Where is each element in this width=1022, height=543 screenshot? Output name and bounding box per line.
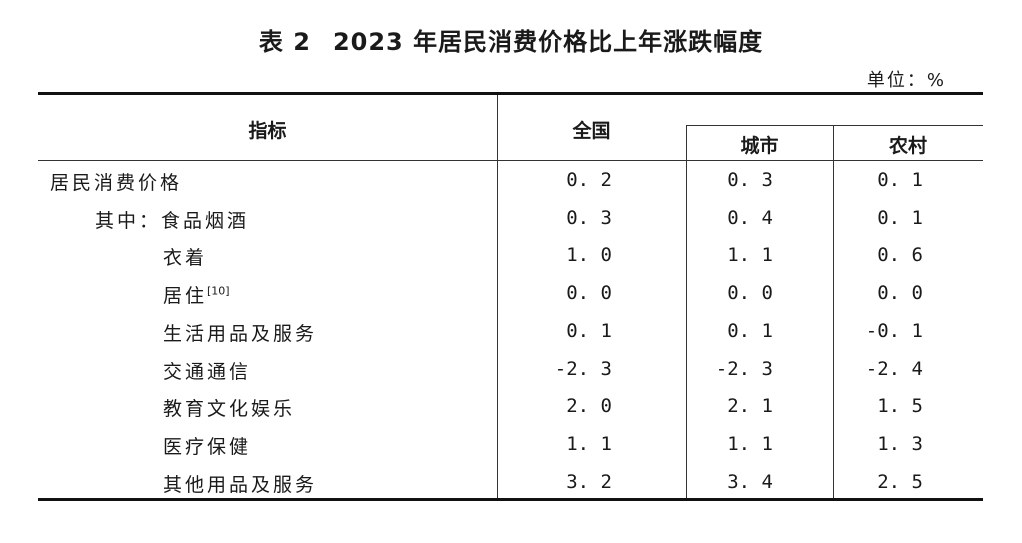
- column-divider: [686, 125, 687, 498]
- unit-label: 单位：%: [866, 70, 946, 91]
- table-title: 表 2 2023 年居民消费价格比上年涨跌幅度: [0, 22, 1022, 57]
- table-row: 其中：食品烟酒 0. 3 0. 4 0. 1: [38, 199, 983, 237]
- value-national: 0. 0: [566, 282, 612, 305]
- table-row: 医疗保健 1. 1 1. 1 1. 3: [38, 425, 983, 463]
- value-national: 0. 3: [566, 206, 612, 229]
- subheader-rule: [686, 125, 983, 126]
- value-national: 3. 2: [566, 470, 612, 493]
- value-urban: 0. 1: [727, 319, 773, 342]
- value-urban: 1. 1: [727, 244, 773, 267]
- value-national: 0. 2: [566, 169, 612, 191]
- row-label-text: 衣着: [163, 247, 208, 270]
- row-label: 居民消费价格: [50, 168, 182, 195]
- value-rural: 2. 5: [877, 470, 923, 493]
- row-label: 其他用品及服务: [163, 470, 317, 497]
- row-label-text: 其他用品及服务: [163, 473, 318, 496]
- value-urban: 1. 1: [727, 432, 773, 455]
- row-label: 居住[10]: [163, 281, 230, 308]
- value-rural: 0. 1: [877, 206, 923, 229]
- table-row: 教育文化娱乐 2. 0 2. 1 1. 5: [38, 387, 983, 425]
- value-rural: 1. 3: [877, 432, 923, 455]
- table-row: 生活用品及服务 0. 1 0. 1 -0. 1: [38, 312, 983, 350]
- value-rural: 1. 5: [877, 395, 923, 418]
- table-row: 居住[10] 0. 0 0. 0 0. 0: [38, 274, 983, 312]
- table-row: 其他用品及服务 3. 2 3. 4 2. 5: [38, 463, 983, 501]
- header-indicator: 指标: [248, 120, 287, 142]
- row-label: 衣着: [163, 243, 207, 270]
- value-urban: 2. 1: [727, 395, 773, 418]
- value-urban: 0. 3: [727, 169, 773, 191]
- value-rural: -0. 1: [865, 319, 923, 342]
- row-label: 其中：食品烟酒: [95, 206, 249, 233]
- header-rule: [38, 160, 983, 161]
- column-divider: [497, 95, 498, 498]
- row-label-text: 居民消费价格: [50, 172, 183, 194]
- row-label-text: 居住: [163, 285, 208, 308]
- table-row: 交通通信 -2. 3 -2. 3 -2. 4: [38, 350, 983, 388]
- row-label-text: 教育文化娱乐: [163, 398, 296, 421]
- value-rural: -2. 4: [865, 357, 923, 380]
- header-urban: 城市: [740, 135, 779, 157]
- table-row: 居民消费价格 0. 2 0. 3 0. 1: [38, 161, 983, 199]
- footnote-ref: [10]: [207, 284, 230, 298]
- value-urban: 0. 4: [727, 206, 773, 229]
- value-urban: 0. 0: [727, 282, 773, 305]
- table-number: 表 2: [258, 28, 311, 56]
- value-urban: -2. 3: [715, 357, 773, 380]
- value-rural: 0. 0: [877, 282, 923, 305]
- row-label-text: 食品烟酒: [161, 209, 250, 232]
- row-label-text: 交通通信: [163, 360, 252, 383]
- column-divider: [833, 125, 834, 498]
- value-national: -2. 3: [554, 357, 612, 380]
- value-national: 2. 0: [566, 395, 612, 418]
- row-label: 生活用品及服务: [163, 319, 317, 346]
- value-rural: 0. 1: [877, 169, 923, 191]
- table-bottom-rule: [38, 498, 983, 501]
- value-urban: 3. 4: [727, 470, 773, 493]
- row-label: 医疗保健: [163, 432, 251, 459]
- table-title-text: 2023 年居民消费价格比上年涨跌幅度: [332, 28, 764, 56]
- header-national: 全国: [572, 120, 611, 142]
- value-rural: 0. 6: [877, 244, 923, 267]
- value-national: 0. 1: [566, 319, 612, 342]
- row-label: 教育文化娱乐: [163, 394, 295, 421]
- row-prefix: 其中：: [95, 209, 162, 232]
- table-row: 衣着 1. 0 1. 1 0. 6: [38, 236, 983, 274]
- header-rural: 农村: [888, 135, 927, 157]
- row-label: 交通通信: [163, 357, 251, 384]
- row-label-text: 生活用品及服务: [163, 322, 318, 345]
- table-top-rule: [38, 92, 983, 95]
- value-national: 1. 1: [566, 432, 612, 455]
- row-label-text: 医疗保健: [163, 435, 252, 458]
- value-national: 1. 0: [566, 244, 612, 267]
